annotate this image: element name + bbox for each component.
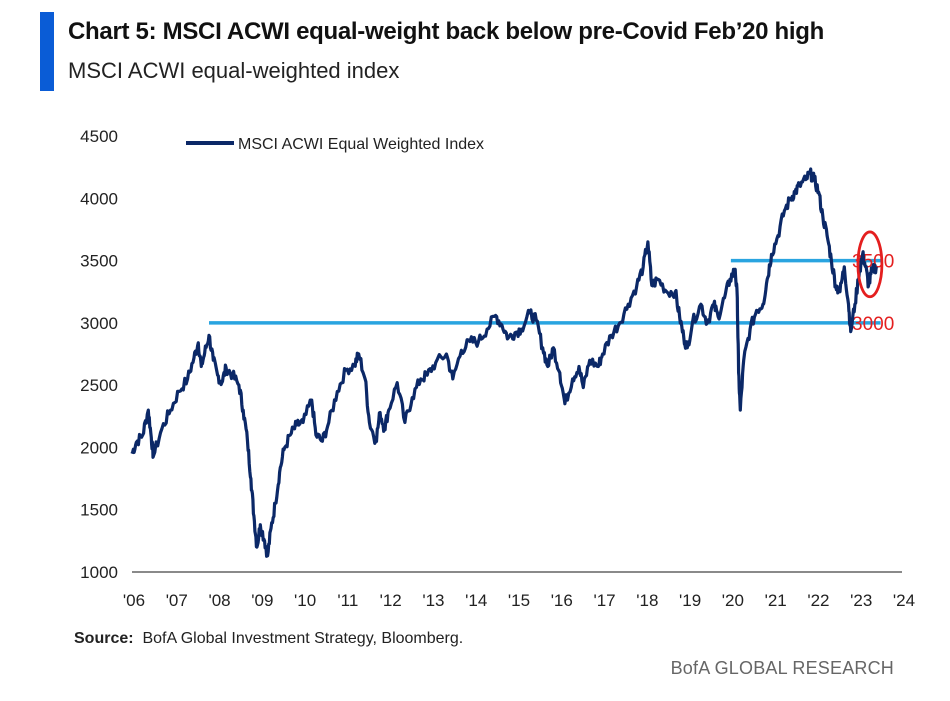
y-tick-label: 1000: [80, 563, 118, 582]
x-tick-label: '12: [380, 591, 402, 610]
x-tick-label: '23: [850, 591, 872, 610]
x-tick-label: '19: [679, 591, 701, 610]
x-tick-label: '11: [337, 591, 358, 610]
highlight-ellipse: [856, 230, 884, 299]
source-label: Source:: [74, 630, 134, 647]
y-tick-label: 3000: [80, 314, 118, 333]
x-tick-label: '16: [551, 591, 573, 610]
series-line: [130, 167, 878, 558]
x-tick-label: '21: [765, 591, 787, 610]
legend-label: MSCI ACWI Equal Weighted Index: [238, 136, 484, 153]
x-tick-label: '07: [166, 591, 188, 610]
y-tick-label: 2500: [80, 376, 118, 395]
x-tick-label: '22: [807, 591, 829, 610]
brand-watermark: BofA GLOBAL RESEARCH: [670, 658, 894, 678]
x-tick-label: '14: [465, 591, 487, 610]
y-tick-label: 4500: [80, 127, 118, 146]
x-tick-label: '17: [593, 591, 615, 610]
x-tick-label: '18: [636, 591, 658, 610]
x-tick-label: '10: [294, 591, 316, 610]
x-tick-label: '06: [123, 591, 145, 610]
x-tick-label: '20: [722, 591, 744, 610]
y-tick-label: 3500: [80, 252, 118, 271]
x-tick-label: '09: [251, 591, 273, 610]
x-tick-label: '08: [208, 591, 230, 610]
title-accent-bar: [40, 12, 54, 91]
source-text: BofA Global Investment Strategy, Bloombe…: [142, 630, 464, 647]
y-tick-label: 1500: [80, 501, 118, 520]
x-tick-label: '15: [508, 591, 530, 610]
x-tick-label: '24: [893, 591, 915, 610]
reference-label-3000: 3000: [852, 314, 894, 335]
y-tick-label: 2000: [80, 438, 118, 457]
chart-subtitle: MSCI ACWI equal-weighted index: [68, 58, 400, 83]
source-note: Source: BofA Global Investment Strategy,…: [74, 630, 463, 648]
x-tick-label: '13: [422, 591, 444, 610]
chart-title: Chart 5: MSCI ACWI equal-weight back bel…: [68, 18, 824, 45]
y-tick-label: 4000: [80, 189, 118, 208]
